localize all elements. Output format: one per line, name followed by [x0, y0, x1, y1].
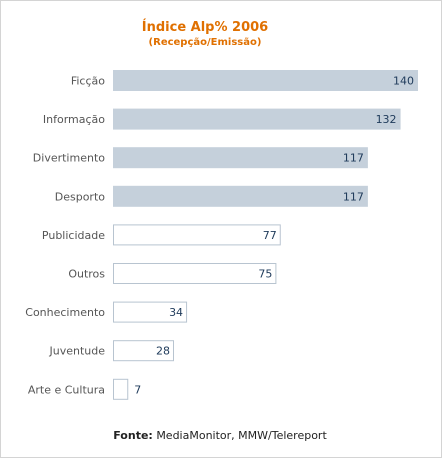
- bar: [113, 108, 401, 130]
- value-label: 34: [169, 306, 183, 319]
- chart-title: Índice Alp% 2006: [141, 20, 269, 35]
- category-label: Publicidade: [42, 229, 105, 242]
- value-label: 28: [156, 345, 170, 358]
- bar: [113, 185, 368, 207]
- category-label: Outros: [68, 268, 105, 281]
- category-label: Arte e Cultura: [28, 383, 105, 396]
- bar: [113, 378, 129, 400]
- value-label: 140: [393, 75, 414, 88]
- bar-chart: Ficção 140 Informação 132 Divertimento 117 Des…: [25, 70, 418, 400]
- category-label: Desporto: [55, 190, 106, 203]
- bar: [113, 224, 281, 246]
- category-label: Ficção: [71, 75, 105, 88]
- bar: [113, 340, 174, 362]
- category-label: Informação: [43, 113, 105, 126]
- category-label: Conhecimento: [25, 306, 105, 319]
- value-label: 7: [134, 383, 141, 396]
- source-text: MediaMonitor, MMW/Telereport: [156, 429, 327, 442]
- bar: [113, 70, 418, 91]
- value-label: 77: [263, 229, 277, 242]
- category-label: Juventude: [49, 345, 106, 358]
- value-label: 75: [258, 268, 272, 281]
- source-note: Fonte: MediaMonitor, MMW/Telereport: [0, 429, 440, 442]
- source-label: Fonte:: [113, 429, 153, 442]
- chart-subtitle: (Recepção/Emissão): [148, 37, 262, 48]
- bar: [113, 147, 368, 169]
- category-label: Divertimento: [33, 152, 105, 165]
- value-label: 132: [376, 113, 397, 126]
- bar: [113, 263, 277, 284]
- value-label: 117: [343, 152, 364, 165]
- value-label: 117: [343, 190, 364, 203]
- bar: [113, 301, 188, 323]
